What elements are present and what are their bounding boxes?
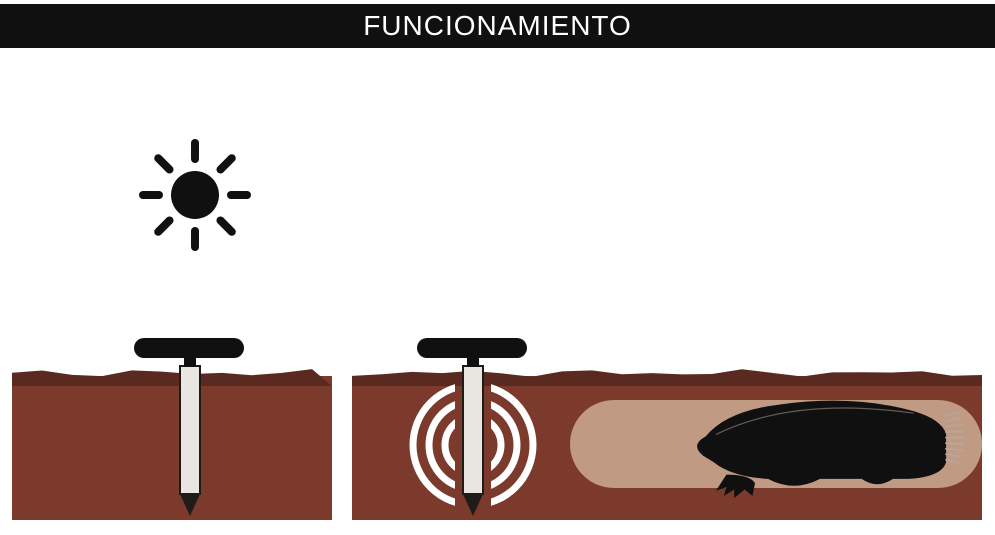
- diagram-svg: [0, 0, 995, 535]
- diagram-area: [0, 0, 995, 535]
- sun-icon: [143, 143, 247, 247]
- soil-panel-left: [12, 369, 332, 520]
